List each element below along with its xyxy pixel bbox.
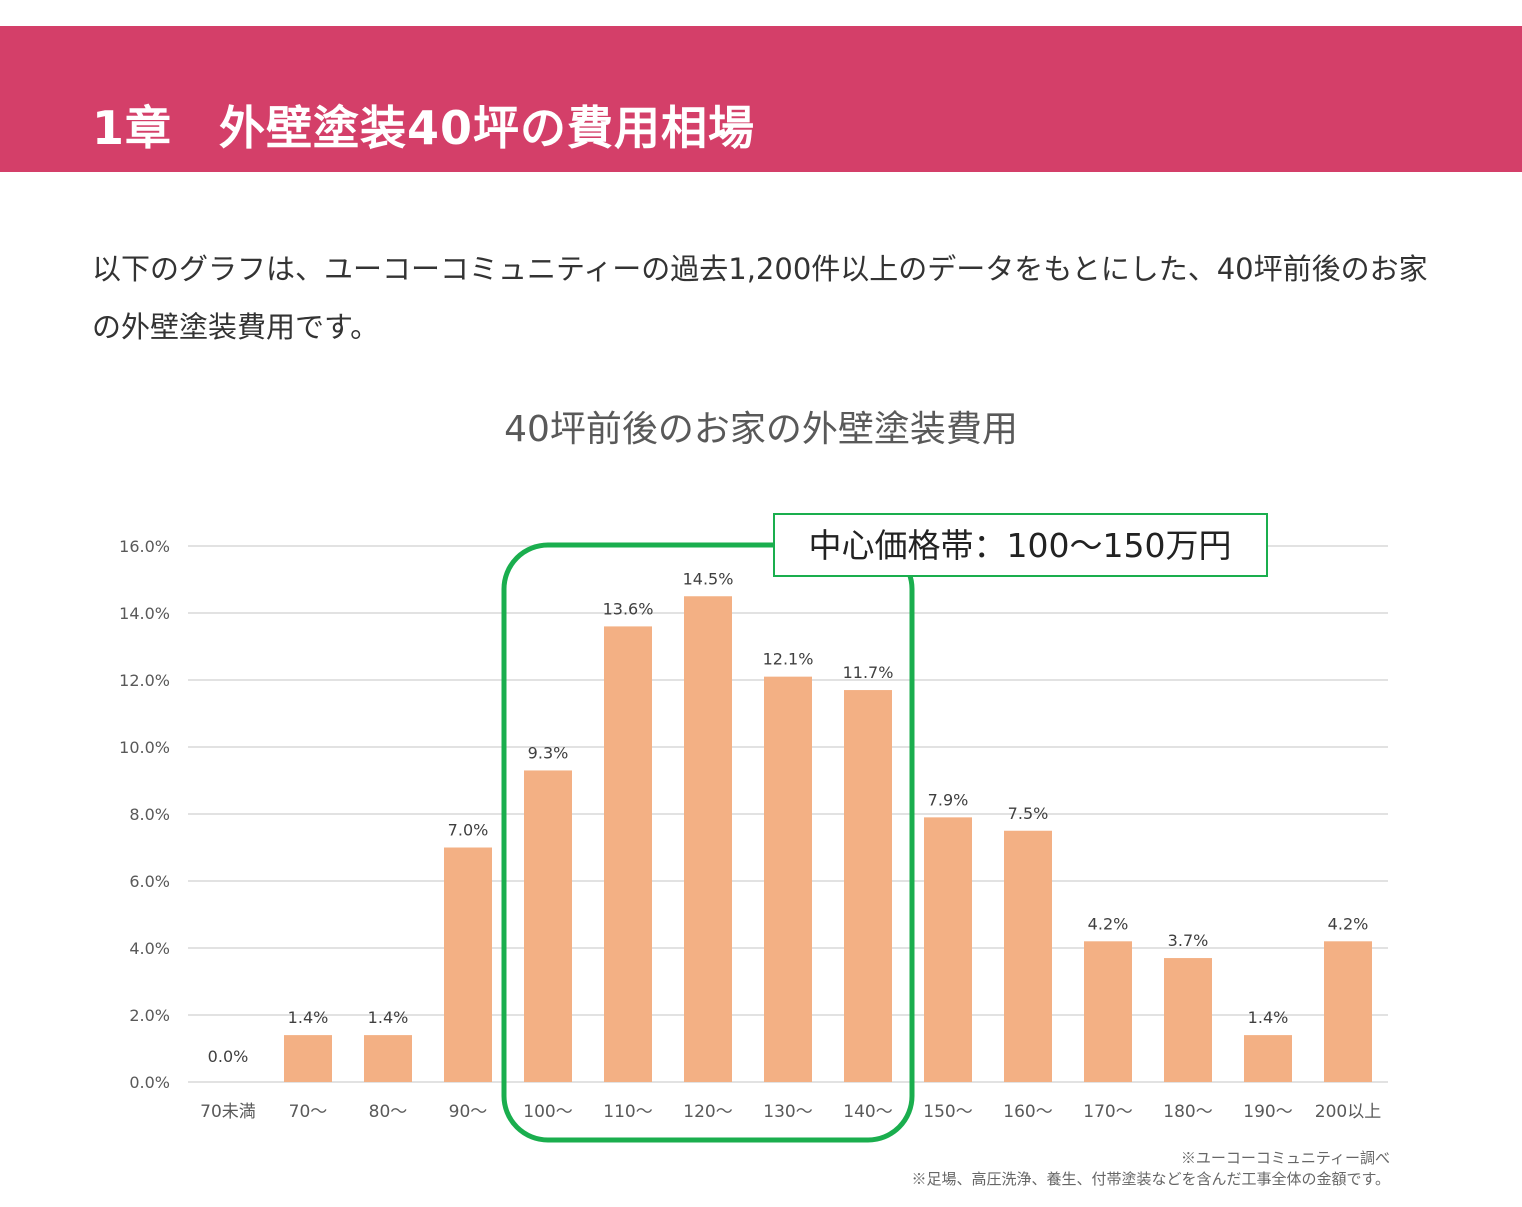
bar — [924, 817, 972, 1082]
bar — [684, 596, 732, 1082]
chart-notes: ※ユーコーコミュニティー調べ ※足場、高圧洗浄、養生、付帯塗装などを含んだ工事全… — [911, 1148, 1390, 1190]
data-label: 1.4% — [368, 1008, 409, 1027]
x-tick-label: 160〜 — [1003, 1102, 1052, 1122]
y-tick-label: 0.0% — [129, 1073, 170, 1092]
bar — [844, 690, 892, 1082]
y-tick-label: 12.0% — [119, 671, 170, 690]
chapter-title: 1章 外壁塗装40坪の費用相場 — [92, 101, 756, 155]
data-label: 7.5% — [1008, 804, 1049, 823]
chart-title: 40坪前後のお家の外壁塗装費用 — [504, 409, 1018, 450]
bar — [1084, 941, 1132, 1082]
x-tick-label: 180〜 — [1163, 1102, 1212, 1122]
y-tick-label: 16.0% — [119, 537, 170, 556]
data-label: 9.3% — [528, 743, 569, 762]
data-label: 7.0% — [448, 821, 489, 840]
y-tick-label: 4.0% — [129, 939, 170, 958]
bar — [284, 1035, 332, 1082]
x-tick-label: 200以上 — [1315, 1102, 1381, 1122]
chapter-header: 1章 外壁塗装40坪の費用相場 — [0, 26, 1522, 172]
data-label: 3.7% — [1168, 931, 1209, 950]
x-tick-label: 110〜 — [603, 1102, 652, 1122]
x-tick-label: 80〜 — [369, 1102, 408, 1122]
x-tick-label: 190〜 — [1243, 1102, 1292, 1122]
x-tick-label: 120〜 — [683, 1102, 732, 1122]
data-label: 1.4% — [288, 1008, 329, 1027]
bar — [1164, 958, 1212, 1082]
x-tick-label: 70未満 — [200, 1102, 256, 1122]
x-tick-label: 100〜 — [523, 1102, 572, 1122]
data-label: 13.6% — [603, 599, 654, 618]
data-label: 7.9% — [928, 790, 969, 809]
data-label: 4.2% — [1328, 914, 1369, 933]
data-label: 12.1% — [763, 650, 814, 669]
data-label: 4.2% — [1088, 914, 1129, 933]
data-label: 11.7% — [843, 663, 894, 682]
bar — [1324, 941, 1372, 1082]
note-source: ※ユーコーコミュニティー調べ — [1180, 1149, 1390, 1167]
x-tick-label: 90〜 — [449, 1102, 488, 1122]
x-tick-label: 150〜 — [923, 1102, 972, 1122]
y-tick-label: 10.0% — [119, 738, 170, 757]
data-label: 1.4% — [1248, 1008, 1289, 1027]
y-tick-label: 6.0% — [129, 872, 170, 891]
y-tick-label: 14.0% — [119, 604, 170, 623]
bar — [604, 626, 652, 1082]
highlight-range-outline — [501, 542, 915, 1143]
x-tick-label: 140〜 — [843, 1102, 892, 1122]
highlight-label: 中心価格帯：100〜150万円 — [809, 526, 1232, 565]
x-tick-label: 130〜 — [763, 1102, 812, 1122]
note-scope: ※足場、高圧洗浄、養生、付帯塗装などを含んだ工事全体の金額です。 — [911, 1170, 1390, 1188]
bar — [1004, 830, 1052, 1082]
y-tick-label: 2.0% — [129, 1006, 170, 1025]
bar — [524, 770, 572, 1082]
highlight-label-box — [773, 513, 1268, 577]
x-tick-label: 170〜 — [1083, 1102, 1132, 1122]
y-tick-label: 8.0% — [129, 805, 170, 824]
bar — [444, 847, 492, 1082]
data-label: 14.5% — [683, 569, 734, 588]
bar — [1244, 1035, 1292, 1082]
bar — [364, 1035, 412, 1082]
bar — [764, 676, 812, 1082]
intro-text: 以下のグラフは、ユーコーコミュニティーの過去1,200件以上のデータをもとにした… — [92, 252, 1428, 344]
data-label: 0.0% — [208, 1047, 249, 1066]
x-tick-label: 70〜 — [289, 1102, 328, 1122]
